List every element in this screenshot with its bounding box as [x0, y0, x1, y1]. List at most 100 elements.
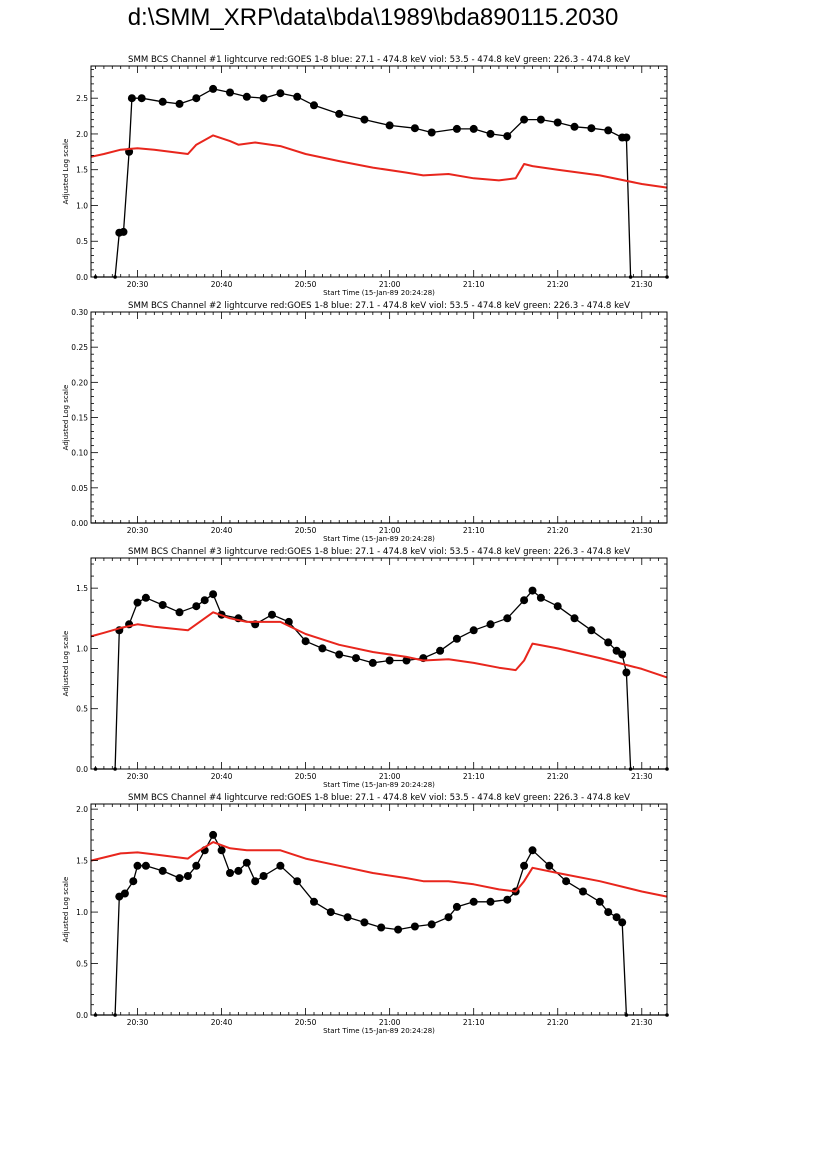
data-point	[486, 620, 495, 629]
y-tick-label: 1.5	[76, 857, 88, 866]
data-point	[192, 602, 201, 611]
y-tick-label: 1.5	[76, 166, 88, 175]
data-point	[486, 897, 495, 906]
data-point	[385, 121, 394, 130]
data-point	[394, 925, 403, 934]
data-point	[127, 94, 136, 103]
data-point	[618, 650, 627, 659]
x-tick-label: 21:00	[379, 526, 401, 535]
data-point	[452, 902, 461, 911]
y-tick-label: 0.10	[71, 449, 88, 458]
y-tick-label: 2.0	[76, 805, 88, 814]
data-point	[452, 124, 461, 133]
data-point	[410, 922, 419, 931]
data-point	[293, 877, 302, 886]
data-point	[469, 897, 478, 906]
data-point	[503, 895, 512, 904]
y-tick-label: 0.0	[76, 765, 88, 774]
data-point	[120, 889, 129, 898]
data-point	[587, 626, 596, 635]
chart-title: SMM BCS Channel #1 lightcurve red:GOES 1…	[128, 55, 630, 65]
x-tick-label: 20:40	[211, 1018, 233, 1027]
plot-frame	[90, 311, 668, 524]
data-point	[293, 92, 302, 101]
data-point	[209, 830, 218, 839]
data-point	[360, 918, 369, 927]
x-tick-label: 20:40	[211, 772, 233, 781]
y-tick-label: 2.5	[76, 94, 88, 103]
data-point	[158, 97, 167, 106]
data-point	[335, 109, 344, 118]
series-line-red	[90, 134, 668, 189]
data-point	[520, 861, 529, 870]
data-point	[427, 128, 436, 137]
data-point	[486, 129, 495, 138]
data-point	[326, 908, 335, 917]
x-tick-label: 20:50	[295, 526, 317, 535]
x-tick-label: 21:00	[379, 1018, 401, 1027]
data-point	[436, 646, 445, 655]
data-point	[137, 94, 146, 103]
data-point	[200, 596, 209, 605]
chart-panel-3: SMM BCS Channel #3 lightcurve red:GOES 1…	[62, 547, 669, 789]
series-line-black	[95, 589, 667, 770]
data-point	[385, 656, 394, 665]
data-point	[234, 866, 243, 875]
y-tick-label: 0.0	[76, 1011, 88, 1020]
data-point	[410, 124, 419, 133]
data-point	[562, 877, 571, 886]
data-point	[301, 637, 310, 646]
plot-frame	[90, 803, 668, 1016]
data-point	[536, 115, 545, 124]
data-point	[343, 913, 352, 922]
data-point	[129, 877, 138, 886]
y-tick-label: 0.15	[71, 414, 88, 423]
series-line-black	[95, 88, 667, 278]
data-point	[587, 124, 596, 133]
data-point	[251, 877, 260, 886]
x-tick-label: 21:20	[547, 280, 569, 289]
data-point	[192, 861, 201, 870]
x-axis-label: Start Time (15-Jan-89 20:24:28)	[323, 781, 435, 789]
data-point	[528, 586, 537, 595]
data-point	[622, 133, 631, 142]
data-point	[158, 866, 167, 875]
data-point	[141, 861, 150, 870]
y-axis-label: Adjusted Log scale	[62, 877, 70, 943]
data-point	[604, 638, 613, 647]
data-point	[503, 614, 512, 623]
data-point	[503, 132, 512, 141]
data-point	[402, 656, 411, 665]
data-point	[595, 897, 604, 906]
y-tick-label: 1.0	[76, 908, 88, 917]
data-point	[276, 89, 285, 98]
y-axis-label: Adjusted Log scale	[62, 631, 70, 697]
data-point	[209, 590, 218, 599]
data-point	[310, 101, 318, 110]
x-tick-label: 21:20	[547, 1018, 569, 1027]
data-point	[276, 861, 285, 870]
x-tick-label: 21:10	[463, 772, 485, 781]
data-point	[469, 626, 478, 635]
y-tick-label: 0.5	[76, 705, 88, 714]
chart-title: SMM BCS Channel #3 lightcurve red:GOES 1…	[128, 547, 630, 557]
data-point	[141, 593, 150, 602]
x-tick-label: 21:10	[463, 280, 485, 289]
y-axis-label: Adjusted Log scale	[62, 385, 70, 451]
data-point	[553, 118, 562, 127]
x-tick-label: 21:00	[379, 772, 401, 781]
data-point	[175, 608, 184, 617]
data-point	[242, 92, 251, 101]
y-tick-label: 2.0	[76, 130, 88, 139]
data-point	[226, 88, 234, 97]
x-axis-label: Start Time (15-Jan-89 20:24:28)	[323, 535, 435, 543]
data-point	[183, 872, 192, 880]
x-tick-label: 20:50	[295, 772, 317, 781]
x-tick-label: 21:30	[631, 280, 653, 289]
data-point	[528, 846, 537, 855]
data-point	[175, 99, 184, 108]
data-point	[368, 658, 377, 667]
chart-panel-2: SMM BCS Channel #2 lightcurve red:GOES 1…	[62, 301, 668, 543]
data-point	[536, 593, 545, 602]
y-axis-label: Adjusted Log scale	[62, 139, 70, 205]
